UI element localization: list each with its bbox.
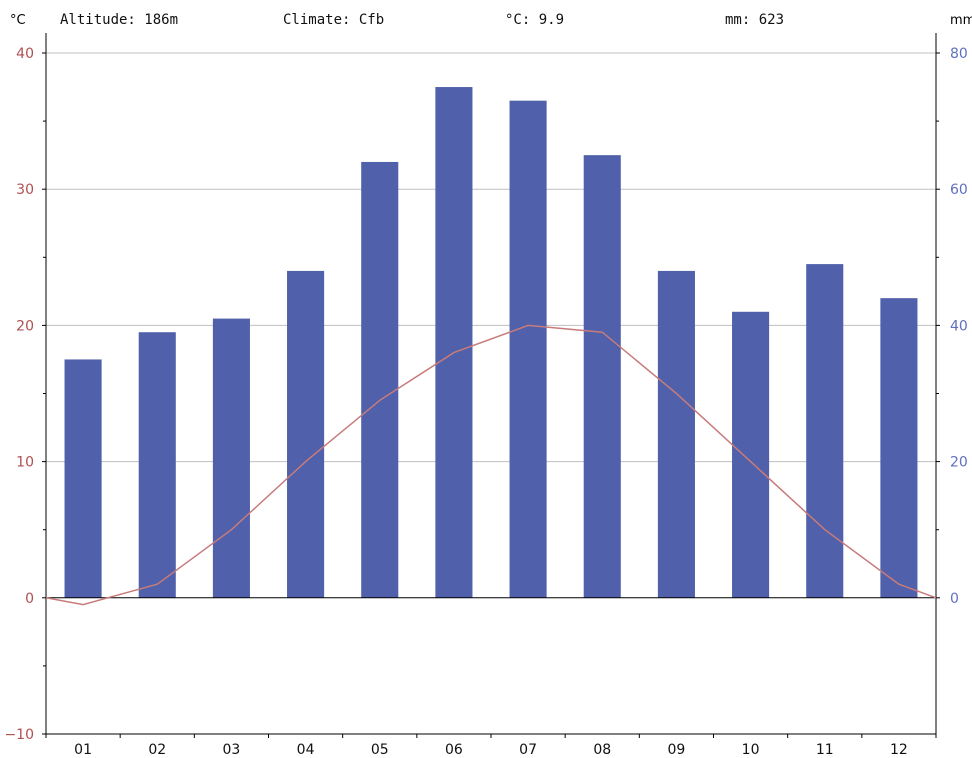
x-tick-label: 01	[74, 742, 92, 758]
chart-axes	[45, 33, 937, 735]
precipitation-bar	[732, 311, 770, 598]
x-tick-label: 06	[445, 742, 463, 758]
left-tick-label: 30	[16, 182, 34, 198]
precipitation-bar	[806, 264, 844, 598]
precipitation-bars	[64, 87, 918, 598]
precipitation-bar	[880, 298, 918, 598]
temperature-line	[45, 324, 937, 606]
right-axis-unit: mm	[950, 13, 972, 28]
precipitation-bar	[212, 318, 250, 598]
precipitation-bar	[435, 87, 473, 598]
temperature-line-layer	[45, 324, 937, 606]
x-tick-label: 10	[742, 742, 760, 758]
left-tick-label: 40	[16, 46, 34, 62]
left-tick-label: 20	[16, 318, 34, 334]
x-tick-label: 03	[223, 742, 241, 758]
precipitation-bar	[138, 332, 176, 598]
right-tick-label: 80	[950, 46, 968, 62]
x-tick-label: 04	[297, 742, 315, 758]
x-tick-label: 12	[890, 742, 908, 758]
left-tick-label: 10	[16, 455, 34, 471]
x-tick-label: 08	[593, 742, 611, 758]
mean-temperature-label: °C: 9.9	[505, 12, 564, 28]
right-tick-label: 60	[950, 182, 968, 198]
right-tick-label: 40	[950, 318, 968, 334]
right-axis-ticks: 80 60 40 20 0	[936, 46, 968, 607]
left-tick-label: 0	[25, 591, 34, 607]
x-tick-label: 02	[148, 742, 166, 758]
left-tick-label: −10	[4, 727, 34, 743]
precipitation-bar	[64, 359, 102, 598]
chart-header: Altitude: 186m Climate: Cfb °C: 9.9 mm: …	[60, 12, 784, 28]
right-tick-label: 20	[950, 455, 968, 471]
x-axis-ticks: 01 02 03 04 05 06 07 08 09 10 11 12	[45, 734, 937, 758]
precipitation-bar	[361, 161, 399, 598]
precipitation-bar	[287, 270, 325, 598]
altitude-label: Altitude: 186m	[60, 12, 178, 28]
right-tick-label: 0	[950, 591, 959, 607]
x-tick-label: 07	[519, 742, 537, 758]
left-axis-unit: °C	[10, 13, 26, 28]
grid-lines	[46, 52, 936, 463]
x-tick-label: 09	[668, 742, 686, 758]
climate-label: Climate: Cfb	[283, 12, 384, 28]
precipitation-bar	[509, 100, 547, 598]
precipitation-bar	[657, 270, 695, 598]
left-axis-ticks: 40 30 20 10 0 −10	[4, 46, 46, 743]
annual-precipitation-label: mm: 623	[725, 12, 784, 28]
x-tick-label: 05	[371, 742, 389, 758]
precipitation-bar	[583, 155, 621, 598]
x-tick-label: 11	[816, 742, 834, 758]
